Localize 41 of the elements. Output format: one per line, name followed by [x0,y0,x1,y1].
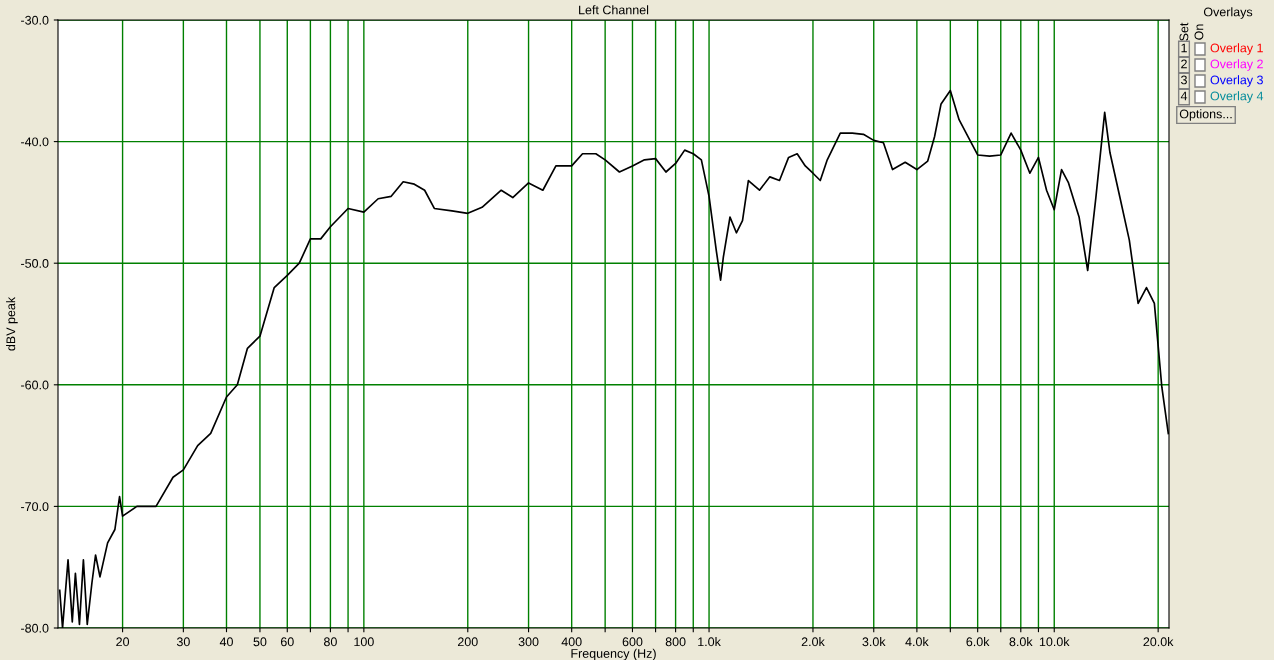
x-tick-label: 50 [253,637,267,647]
x-tick-label: 400 [561,637,582,647]
x-tick-label: 6.0k [966,637,990,647]
x-tick-label: 2.0k [801,637,825,647]
x-tick-label: 300 [518,637,539,647]
text: Set [1179,22,1189,41]
text: Overlays [1203,7,1253,19]
x-axis-title: Frequency (Hz) [571,648,656,660]
x-tick-label: 20 [116,637,130,647]
text: 2 [1181,59,1187,69]
x-tick-label: 10.0k [1039,637,1070,647]
x-tick-label: 4.0k [905,637,929,647]
chart-title: Left Channel [579,5,649,15]
x-tick-label: 60 [280,637,294,647]
text: 1 [1181,43,1187,53]
x-tick-label: 8.0k [1009,637,1033,647]
y-tick-label: -60.0 [21,380,49,390]
x-tick-label: 200 [457,637,478,647]
text: Overlay 4 [1210,91,1264,103]
y-tick-label: -70.0 [21,502,49,512]
y-axis-title: dBV peak [6,296,18,351]
text: 4 [1180,91,1188,101]
text: Overlay 3 [1210,75,1263,87]
text: Overlay 1 [1210,43,1263,55]
x-tick-label: 20.0k [1143,637,1174,647]
text: On [1194,24,1204,40]
x-tick-label: 40 [219,637,233,647]
text: Overlay 2 [1210,59,1263,71]
y-tick-label: -50.0 [21,259,49,268]
y-tick-label: -40.0 [21,137,49,147]
y-tick-label: -80.0 [21,623,49,633]
text: Options... [1179,109,1232,121]
x-tick-label: 1.0k [698,637,721,647]
text: 3 [1181,75,1187,85]
x-tick-label: 30 [176,637,190,647]
x-tick-label: 100 [354,637,374,647]
x-tick-label: 80 [324,637,337,647]
x-tick-label: 600 [622,637,643,647]
x-tick-label: 800 [665,637,686,647]
x-tick-label: 3.0k [862,637,886,647]
y-tick-label: -30.0 [21,15,49,25]
